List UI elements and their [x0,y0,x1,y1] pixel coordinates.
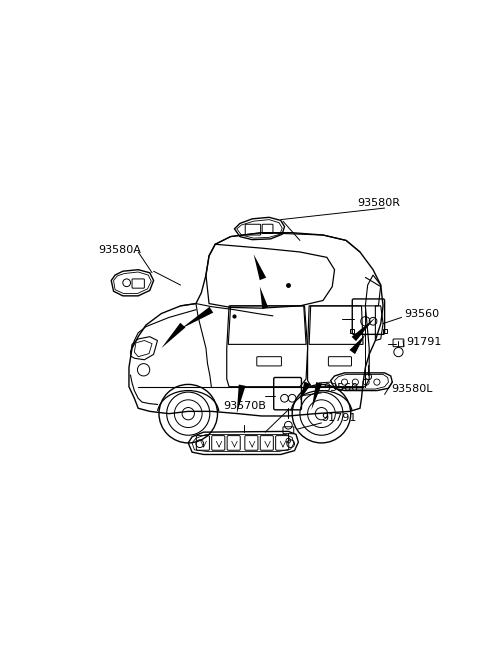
Polygon shape [180,307,213,329]
Polygon shape [254,255,266,280]
Text: 93570B: 93570B [223,401,266,411]
Polygon shape [352,318,375,341]
Polygon shape [260,287,268,309]
Polygon shape [300,382,311,401]
Text: 93580R: 93580R [358,199,401,209]
Text: 91791: 91791 [322,413,357,422]
Polygon shape [237,384,246,414]
Text: 93560: 93560 [323,383,358,393]
Polygon shape [312,382,322,410]
Text: 93580A: 93580A [98,245,141,255]
Text: 93560: 93560 [404,308,439,319]
Text: 91791: 91791 [406,337,442,347]
Polygon shape [161,323,185,348]
Text: 93580L: 93580L [391,384,432,394]
Polygon shape [349,335,365,354]
